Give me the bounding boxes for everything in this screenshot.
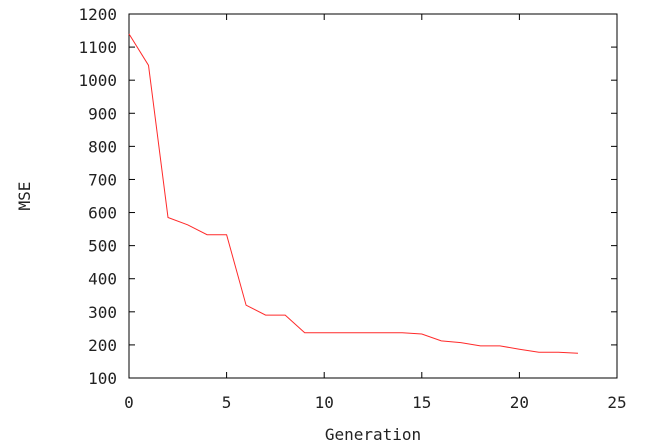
series-line-mse: [128, 33, 579, 354]
x-tick-label-5: 5: [222, 393, 232, 412]
x-axis-label: Generation: [325, 425, 421, 444]
y-tick-label-1100: 1100: [78, 38, 117, 57]
y-axis-label: MSE: [15, 182, 34, 211]
x-tick-label-25: 25: [607, 393, 626, 412]
x-tick-label-0: 0: [124, 393, 134, 412]
x-tick-label-20: 20: [510, 393, 529, 412]
plot-frame: [128, 13, 618, 379]
y-tick-label-400: 400: [88, 270, 117, 289]
y-tick-label-800: 800: [88, 137, 117, 156]
x-axis-ticks: 0 5 10 15 20 25: [124, 14, 627, 412]
y-tick-label-600: 600: [88, 204, 117, 223]
y-tick-label-500: 500: [88, 237, 117, 256]
y-tick-label-100: 100: [88, 369, 117, 388]
x-tick-label-15: 15: [412, 393, 431, 412]
y-tick-label-900: 900: [88, 104, 117, 123]
y-tick-label-300: 300: [88, 303, 117, 322]
y-tick-label-1200: 1200: [78, 5, 117, 24]
y-tick-label-700: 700: [88, 170, 117, 189]
y-axis-ticks: 100 200 300 400 500 600 700 800 900 1000 1100 1200: [78, 5, 617, 388]
x-tick-label-10: 10: [315, 393, 334, 412]
y-tick-label-200: 200: [88, 336, 117, 355]
y-tick-label-1000: 1000: [78, 71, 117, 90]
